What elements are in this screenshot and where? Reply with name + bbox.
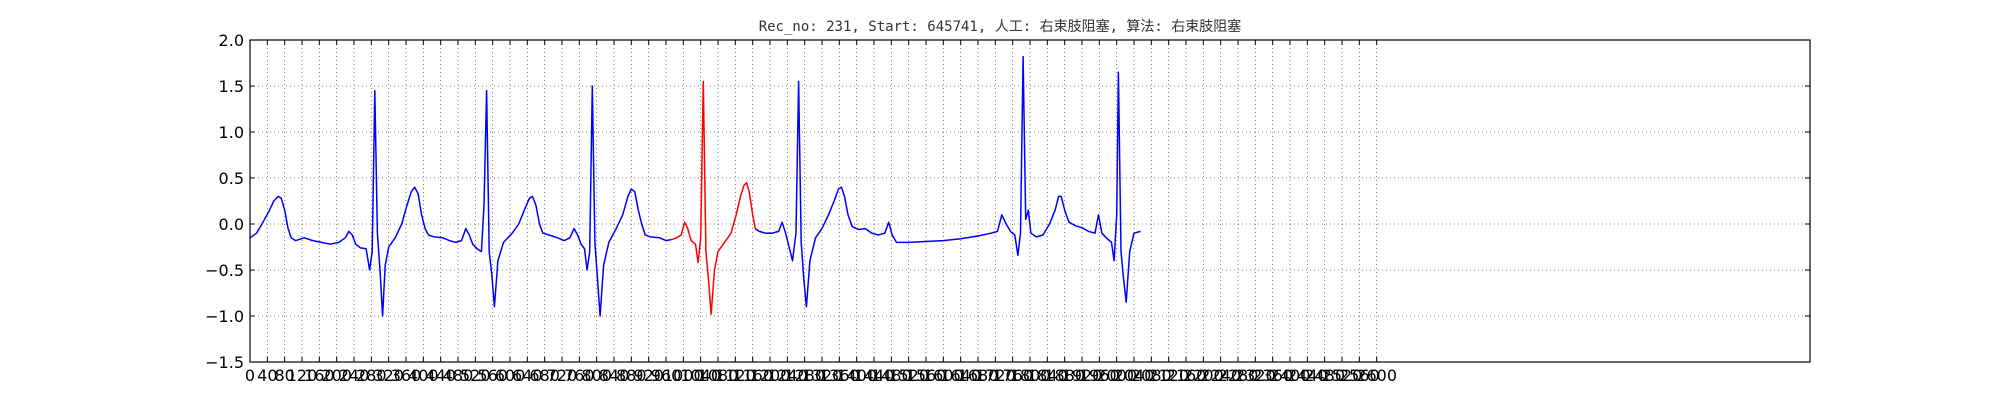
x-tick-label: 1480 [871,366,912,385]
x-tick-label: 2600 [1356,366,1397,385]
series-lines [249,55,1141,317]
x-tick-label: 2440 [1287,366,1328,385]
x-tick-label: 320 [373,366,404,385]
x-tick-label: 1040 [680,366,721,385]
y-tick-label: 0.0 [219,215,244,234]
x-tick-label: 2160 [1166,366,1207,385]
x-tick-label: 2400 [1270,366,1311,385]
x-tick-label: 960 [651,366,682,385]
ecg-series-line-1 [249,85,672,317]
x-tick-label: 1800 [1010,366,1051,385]
x-tick-label: 2280 [1218,366,1259,385]
x-tick-label: 40 [257,366,277,385]
x-tick-label: 80 [274,366,294,385]
y-tick-label: 1.5 [219,77,244,96]
x-tick-label: 1720 [975,366,1016,385]
x-tick-label: 1400 [836,366,877,385]
x-tick-label: 640 [512,366,543,385]
x-tick-label: 440 [425,366,456,385]
x-tick-label: 1680 [958,366,999,385]
y-tick-label: 2.0 [219,31,244,50]
x-tick-label: 2480 [1304,366,1345,385]
x-tick-label: 1360 [819,366,860,385]
x-tick-label: 560 [477,366,508,385]
y-tick-label: 1.0 [219,123,244,142]
x-tick-label: 1560 [906,366,947,385]
x-tick-label: 0 [245,366,255,385]
x-tick-label: 2320 [1235,366,1276,385]
x-tick-label: 1120 [715,366,756,385]
x-tick-label: 840 [599,366,630,385]
x-tick-label: 1520 [888,366,929,385]
x-tick-label: 1960 [1079,366,1120,385]
axis-ticks [249,39,1810,363]
x-tick-label: 1840 [1027,366,1068,385]
x-tick-label: 720 [547,366,578,385]
plot-area: −1.5−1.0−0.50.00.51.01.52.0 0 40801201602… [205,31,1811,385]
x-tick-label: 1640 [940,366,981,385]
x-tick-label: 1880 [1044,366,1085,385]
ecg-series-line-3 [754,55,1141,308]
x-tick-label: 880 [616,366,647,385]
x-tick-label: 360 [391,366,422,385]
y-axis-tick-labels: −1.5 −1.0 −0.5 0.0 0.5 1.0 1.5 2.0 [205,31,244,372]
y-tick-label: −1.0 [205,307,244,326]
x-tick-label: 1000 [663,366,704,385]
x-tick-label: 200 [321,366,352,385]
y-tick-label: 0.5 [219,169,244,188]
x-tick-label: 1160 [732,366,773,385]
x-tick-label: 160 [304,366,335,385]
x-tick-label: 480 [443,366,474,385]
x-tick-label: 1320 [802,366,843,385]
x-tick-label: 2080 [1131,366,1172,385]
y-tick-label: −0.5 [205,261,244,280]
x-tick-label: 2200 [1183,366,1224,385]
x-tick-label: 2520 [1322,366,1363,385]
x-tick-label: 520 [460,366,491,385]
x-tick-label: 2120 [1148,366,1189,385]
x-tick-label: 2040 [1114,366,1155,385]
x-tick-label: 1280 [784,366,825,385]
x-tick-label: 2560 [1339,366,1380,385]
x-tick-label: 2360 [1252,366,1293,385]
chart-title: Rec_no: 231, Start: 645741, 人工: 右束肢阻塞, 算… [759,18,1242,35]
x-tick-label: 1080 [698,366,739,385]
x-tick-label: 1920 [1062,366,1103,385]
x-tick-label: 2000 [1096,366,1137,385]
ecg-series-line-2 [670,80,757,315]
x-tick-label: 240 [339,366,370,385]
x-tick-label: 600 [495,366,526,385]
x-tick-label: 280 [356,366,387,385]
x-tick-label: 2240 [1200,366,1241,385]
y-tick-label: −1.5 [205,353,244,372]
x-tick-label: 400 [408,366,439,385]
x-tick-label: 760 [564,366,595,385]
x-tick-label: 920 [633,366,664,385]
x-tick-label: 1240 [767,366,808,385]
x-tick-label: 1760 [992,366,1033,385]
x-tick-label: 680 [529,366,560,385]
x-axis-tick-labels: 0 408012016020024028032036040044048052056… [245,366,1397,385]
x-tick-label: 1600 [923,366,964,385]
x-tick-label: 800 [581,366,612,385]
x-tick-label: 1440 [854,366,895,385]
x-tick-label: 120 [287,366,318,385]
x-tick-label: 1200 [750,366,791,385]
